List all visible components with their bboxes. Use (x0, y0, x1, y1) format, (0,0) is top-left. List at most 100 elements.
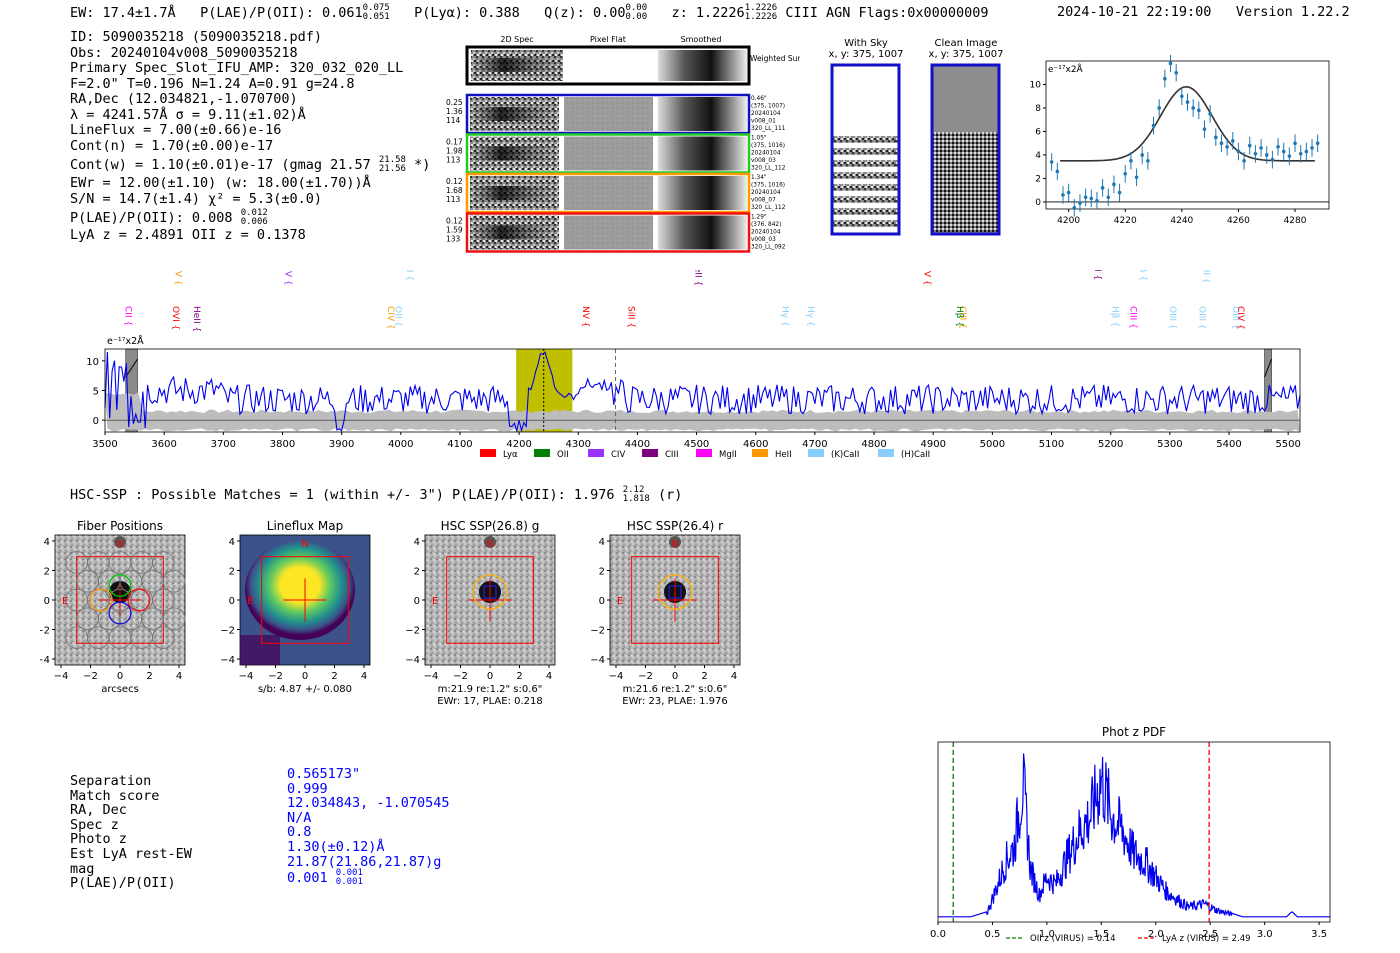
spec-legend: Lyα OII CIV CIII MgII HeII (K)CaII (H)CaII (480, 449, 930, 460)
info-lambda: λ = 4241.57Å σ = 9.11(±1.02)Å (70, 106, 306, 123)
legend-label: HeII (775, 450, 792, 460)
zoom-y-tick-label: 10 (1030, 80, 1041, 90)
panel-aperture-box (446, 556, 534, 644)
legend-label: (H)CaII (901, 450, 930, 460)
panel-x-tick-label: 0 (672, 671, 678, 682)
spec-x-tick-label: 5000 (980, 439, 1005, 450)
compass-e: E (247, 596, 253, 607)
panel-neighbor (669, 536, 681, 548)
zoom-point (1180, 94, 1184, 99)
spec-line-id: OII { (404, 270, 414, 281)
spec-x-tick-label: 4800 (861, 439, 886, 450)
spec-x-tick-label: 3500 (92, 439, 117, 450)
zoom-point (1174, 70, 1178, 75)
spec-cutouts: 2D Spec Pixel Flat Smoothed Weighted Sum… (446, 35, 800, 253)
info-obs: Obs: 20240104v008_5090035218 (70, 44, 298, 61)
header-plae-hi: 0.075 (362, 3, 390, 13)
spec-mask-hatch (1264, 358, 1273, 378)
legend-swatch (480, 449, 496, 457)
panel-y-tick-label: −2 (405, 626, 420, 637)
zoom-point (1055, 169, 1060, 174)
hsc-matches-text: HSC-SSP : Possible Matches = 1 (within +… (70, 487, 615, 503)
zoom-point (1208, 112, 1212, 116)
spec-y-tick-label: 10 (86, 357, 99, 368)
detail-value-mag: 21.87(21.86,21.87)g (287, 853, 442, 870)
panel-caption: EWr: 23, PLAE: 1.976 (622, 696, 728, 707)
zoom-y-tick-label: 8 (1035, 104, 1041, 114)
panel-x-tick-label: 4 (546, 671, 552, 682)
clean-image-noise (933, 132, 998, 232)
cutout-smoothed (658, 136, 747, 171)
hsc-source-box (668, 585, 682, 599)
spec-x-tick-label: 3700 (211, 439, 236, 450)
panel-y-tick-label: 0 (414, 596, 420, 607)
zoom-x-tick-label: 4220 (1114, 216, 1137, 226)
legend-swatch (808, 449, 824, 457)
cutout-right-label: v008_01 (751, 119, 776, 125)
info-contn: Cont(n) = 1.70(±0.00)e-17 (70, 137, 274, 154)
spec-y-tick-label: 0 (93, 416, 99, 427)
zoom-point (1168, 61, 1173, 66)
detail-label-photoz: Photo z (70, 831, 127, 848)
header-z-lo: 1.2226 (744, 12, 778, 22)
pdf-x-tick-label: 2.5 (1202, 929, 1218, 940)
zoom-y-tick-label: 2 (1035, 174, 1041, 184)
panel-xlabel: arcsecs (101, 684, 139, 695)
panel-y-tick-label: −2 (590, 626, 605, 637)
detail-label-mag: mag (70, 860, 95, 877)
legend-swatch (534, 449, 550, 457)
cutout-streak (470, 107, 559, 121)
spec-line-id: SiIV { (282, 270, 292, 286)
panel-x-tick-label: 0 (487, 671, 493, 682)
detail-label-specz: Spec z (70, 816, 119, 833)
panel-x-tick-label: 4 (731, 671, 737, 682)
panel-x-tick-label: −2 (638, 671, 653, 682)
info-lyaz: LyA z = 2.4891 OII z = 0.1378 (70, 227, 306, 243)
zoom-point (1298, 151, 1303, 156)
zoom-point (1163, 76, 1167, 81)
cutout-right-label: (375, 1016) (751, 143, 785, 149)
sky-images (830, 63, 1001, 236)
panel-y-tick-label: 2 (229, 567, 235, 578)
zoom-point (1191, 106, 1195, 110)
zoom-point (1247, 143, 1252, 148)
header-z-hi: 1.2226 (744, 3, 778, 13)
spec-y-tick-label: 5 (93, 387, 99, 398)
panel-y-tick-label: 0 (599, 596, 605, 607)
panel-x-tick-label: −4 (239, 671, 254, 682)
cutout-left-label: 114 (446, 116, 461, 125)
with-sky-xy: x, y: 375, 1007 (828, 49, 904, 60)
spec-line-id: CIV { (385, 306, 395, 330)
col-title-2dspec: 2D Spec (500, 35, 533, 44)
spec-x-tick-label: 4000 (388, 439, 413, 450)
contw-tail: *) (414, 157, 431, 173)
detail-label-ew: Est LyA rest-EW (70, 845, 192, 862)
detail-plae: 0.001 (287, 870, 328, 887)
zoom-point (1310, 146, 1314, 150)
zoom-y-tick-label: 6 (1035, 127, 1041, 137)
panel-title: Fiber Positions (77, 519, 163, 533)
detail-label-radec: RA, Dec (70, 802, 127, 819)
panel-x-tick-label: 2 (516, 671, 522, 682)
panel-aperture-box (76, 556, 164, 644)
cutout-pixelflat (564, 97, 653, 131)
spec-x-tick-label: 5300 (1157, 439, 1182, 450)
contw-hi: 21.58 (378, 155, 406, 165)
legend-swatch (696, 449, 712, 457)
spec-line-id: SiIV { (921, 270, 931, 286)
detail-label-plae: P(LAE)/P(OII) (70, 875, 176, 892)
zoom-point (1287, 154, 1292, 158)
panel-y-tick-label: 0 (44, 596, 50, 607)
lineflux-corner (240, 635, 280, 665)
panel-caption: EWr: 17, PLAE: 0.218 (437, 696, 543, 707)
pdf-curve (938, 753, 1330, 918)
panel-x-tick-label: 4 (176, 671, 182, 682)
panel-x-tick-label: 4 (361, 671, 367, 682)
pdf-content: 0.0 0.5 1.0 1.5 2.0 2.5 3.0 3.5 OII z (VIRUS) = … (930, 742, 1330, 944)
cutout-left-label: 1.59 (446, 226, 463, 235)
zoom-point (1270, 157, 1275, 162)
spec-line-id: CIII { (1127, 306, 1137, 329)
header-qz-lo: 0.00 (625, 12, 648, 22)
cutout-left-label: 1.36 (446, 107, 463, 116)
